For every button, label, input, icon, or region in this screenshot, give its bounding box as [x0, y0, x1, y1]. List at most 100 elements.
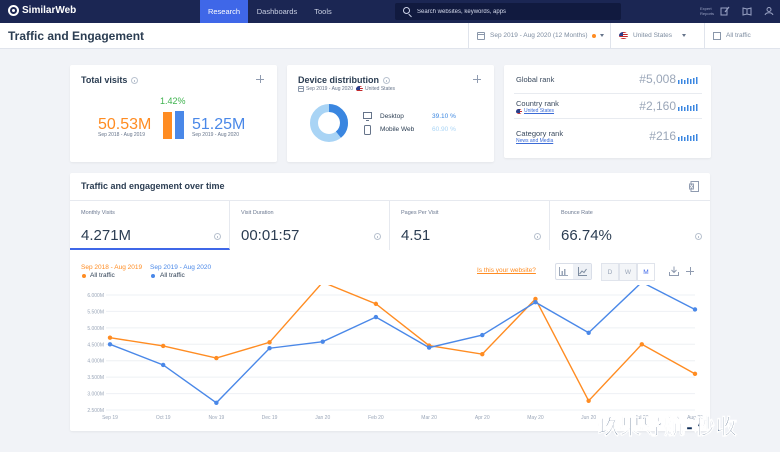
metric-label: Monthly Visits	[81, 210, 115, 216]
tab-dashboards[interactable]: Dashboards	[256, 7, 298, 16]
rank-trend-icon	[678, 104, 698, 111]
device-country: United States	[365, 86, 396, 92]
metric-pages-per-visit[interactable]: Pages Per Visit 4.51	[390, 201, 550, 250]
country-rank-row: Country rank United States #2,160	[514, 94, 702, 119]
desktop-icon	[363, 112, 372, 121]
y-tick-label: 6.000M	[87, 293, 104, 299]
granularity-daily[interactable]: D	[601, 263, 619, 281]
edit-icon[interactable]	[720, 6, 730, 16]
device-distribution-title: Device distribution	[298, 75, 391, 85]
global-rank-value: #5,008	[639, 72, 676, 86]
x-tick-label: Oct 19	[156, 415, 171, 421]
engagement-card	[70, 173, 710, 431]
data-point-current-period	[586, 330, 591, 335]
traffic-label: All traffic	[726, 32, 751, 39]
x-tick-label: Jan 20	[315, 415, 330, 421]
global-rank-row: Global rank #5,008	[514, 69, 702, 94]
engagement-title: Traffic and engagement over time	[81, 181, 225, 191]
page-title: Traffic and Engagement	[8, 29, 145, 43]
info-icon[interactable]	[695, 233, 702, 240]
rank-trend-icon	[678, 77, 698, 84]
us-flag-icon	[356, 86, 363, 92]
is-this-your-website-link[interactable]: Is this your website?	[477, 267, 536, 274]
info-icon[interactable]	[131, 77, 139, 85]
y-tick-label: 3.500M	[87, 375, 104, 381]
traffic-line-chart: 2.500M 3.000M 3.500M 4.000M 4.500M 5.000M 5.50…	[87, 285, 703, 421]
add-icon[interactable]	[473, 75, 481, 83]
global-rank-label: Global rank	[516, 75, 555, 84]
logo-text: SimilarWeb	[22, 5, 77, 16]
data-point-current-period	[107, 342, 113, 347]
series-line-current-period	[109, 285, 696, 404]
y-tick-label: 3.000M	[87, 392, 104, 398]
user-icon[interactable]	[764, 6, 774, 16]
bar-chart-icon[interactable]	[559, 267, 568, 276]
legend-blue-label[interactable]: All traffic	[160, 272, 185, 279]
device-period: Sep 2019 - Aug 2020	[306, 86, 353, 92]
data-point-previous-period	[692, 371, 698, 377]
comparison-dot	[591, 33, 596, 38]
line-chart-icon[interactable]	[578, 267, 587, 276]
data-point-previous-period	[373, 301, 379, 307]
y-tick-label: 4.500M	[87, 342, 104, 348]
info-icon[interactable]	[534, 233, 541, 240]
date-range-filter[interactable]: Sep 2019 - Aug 2020 (12 Months)	[468, 23, 610, 48]
rank-trend-icon	[678, 134, 698, 141]
metric-visit-duration[interactable]: Visit Duration 00:01:57	[230, 201, 390, 250]
country-rank-link[interactable]: United States	[516, 108, 554, 114]
device-distribution-card: Device distribution Sep 2019 - Aug 2020 …	[287, 65, 494, 162]
x-tick-label: May 20	[527, 415, 544, 421]
data-point-previous-period	[107, 335, 113, 340]
download-icon[interactable]	[669, 266, 679, 276]
x-tick-label: Jul 20	[635, 415, 649, 421]
total-visits-card: Total visits 50.53M Sep 2018 - Aug 2019 …	[70, 65, 277, 162]
metric-label: Pages Per Visit	[401, 210, 439, 216]
excel-export-icon[interactable]	[689, 181, 699, 192]
granularity-monthly[interactable]: M	[637, 263, 655, 281]
similarweb-logo[interactable]: SimilarWeb	[8, 5, 76, 16]
x-tick-label: Mar 20	[421, 415, 437, 421]
info-icon[interactable]	[214, 233, 221, 240]
add-icon[interactable]	[256, 75, 264, 83]
tab-tools[interactable]: Tools	[314, 7, 332, 16]
tab-research[interactable]: Research	[200, 0, 248, 23]
data-point-current-period	[214, 400, 219, 405]
chevron-down-icon	[599, 34, 604, 37]
data-point-current-period	[480, 332, 485, 338]
top-nav: SimilarWeb Research Dashboards Tools Exp…	[0, 0, 780, 23]
x-tick-label: Nov 19	[208, 415, 224, 421]
mobile-icon	[364, 125, 371, 135]
info-icon[interactable]	[383, 77, 391, 85]
traffic-filter[interactable]: All traffic	[704, 23, 780, 48]
x-tick-label: Apr 20	[475, 415, 490, 421]
search-bar[interactable]	[395, 3, 621, 20]
book-icon[interactable]	[742, 6, 752, 16]
expert-reports-label[interactable]: Expert Reports	[700, 6, 715, 16]
legend-blue-period: Sep 2019 - Aug 2020	[150, 264, 212, 271]
granularity-weekly[interactable]: W	[619, 263, 637, 281]
logo-icon	[8, 5, 19, 16]
previous-period-visits: 50.53M	[98, 116, 152, 133]
search-input[interactable]	[417, 3, 612, 20]
country-filter[interactable]: United States	[610, 23, 704, 48]
mobile-label: Mobile Web	[380, 126, 415, 133]
metric-value: 00:01:57	[241, 227, 300, 244]
legend-orange-dot	[82, 274, 86, 278]
metric-bounce-rate[interactable]: Bounce Rate 66.74%	[550, 201, 710, 250]
legend-orange-label[interactable]: All traffic	[90, 272, 115, 279]
category-rank-link[interactable]: News and Media	[516, 138, 554, 144]
change-percentage: 1.42%	[160, 96, 186, 106]
x-tick-label: Feb 20	[368, 415, 384, 421]
category-rank-value: #216	[649, 129, 676, 143]
data-point-current-period	[320, 339, 325, 344]
y-tick-label: 4.000M	[87, 359, 104, 365]
metric-monthly-visits[interactable]: Monthly Visits 4.271M	[70, 201, 230, 250]
add-icon[interactable]	[686, 267, 694, 275]
data-point-current-period	[160, 362, 166, 368]
info-icon[interactable]	[374, 233, 381, 240]
y-tick-label: 5.000M	[87, 326, 104, 332]
data-point-previous-period	[533, 296, 538, 302]
chevron-down-icon	[682, 34, 687, 37]
metric-value: 66.74%	[561, 227, 612, 244]
metric-value: 4.271M	[81, 227, 132, 244]
